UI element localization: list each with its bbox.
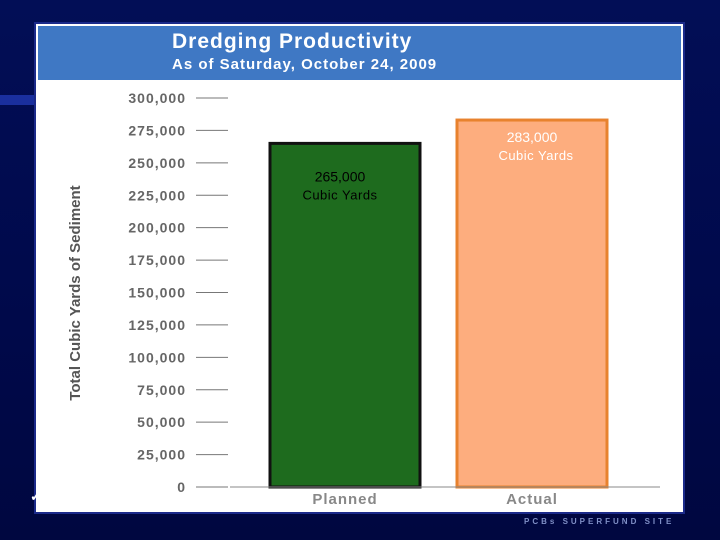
y-tick-label: 200,000	[128, 220, 186, 236]
chart-subtitle: As of Saturday, October 24, 2009	[172, 56, 438, 73]
data-labels: 265,000 Cubic Yards 283,000 Cubic Yards	[302, 129, 573, 202]
footer-site-text: PCBs SUPERFUND SITE	[524, 517, 675, 526]
data-label-value: 265,000	[315, 168, 366, 184]
data-label-value: 283,000	[507, 129, 558, 145]
bar-planned	[268, 141, 422, 489]
x-axis: Planned Actual	[312, 491, 558, 508]
y-tick-label: 175,000	[128, 252, 186, 268]
y-axis-label: Total Cubic Yards of Sediment	[67, 185, 84, 400]
y-tick-label: 225,000	[128, 187, 186, 203]
x-tick-label: Planned	[312, 491, 377, 508]
y-tick-label: 100,000	[128, 349, 186, 365]
data-label-unit: Cubic Yards	[302, 187, 377, 202]
logo-fragment-icon: ✓	[30, 488, 42, 504]
y-tick-label: 300,000	[128, 90, 186, 106]
y-tick-label: 250,000	[128, 155, 186, 171]
bars	[268, 118, 609, 489]
y-tick-label: 275,000	[128, 122, 186, 138]
x-tick-label: Actual	[506, 491, 558, 508]
bar-actual	[455, 118, 609, 489]
y-axis: 0 25,000 50,000 75,000 100,000 125,000 150,000…	[128, 90, 228, 495]
y-tick-label: 0	[177, 479, 186, 495]
data-label-unit: Cubic Yards	[498, 148, 573, 163]
y-tick-label: 125,000	[128, 317, 186, 333]
y-tick-label: 25,000	[137, 447, 186, 463]
chart-title: Dredging Productivity	[172, 30, 413, 53]
title-bar	[38, 26, 681, 80]
y-tick-label: 150,000	[128, 285, 186, 301]
y-tick-label: 75,000	[137, 382, 186, 398]
background-stripe	[0, 95, 50, 105]
y-tick-label: 50,000	[137, 414, 186, 430]
